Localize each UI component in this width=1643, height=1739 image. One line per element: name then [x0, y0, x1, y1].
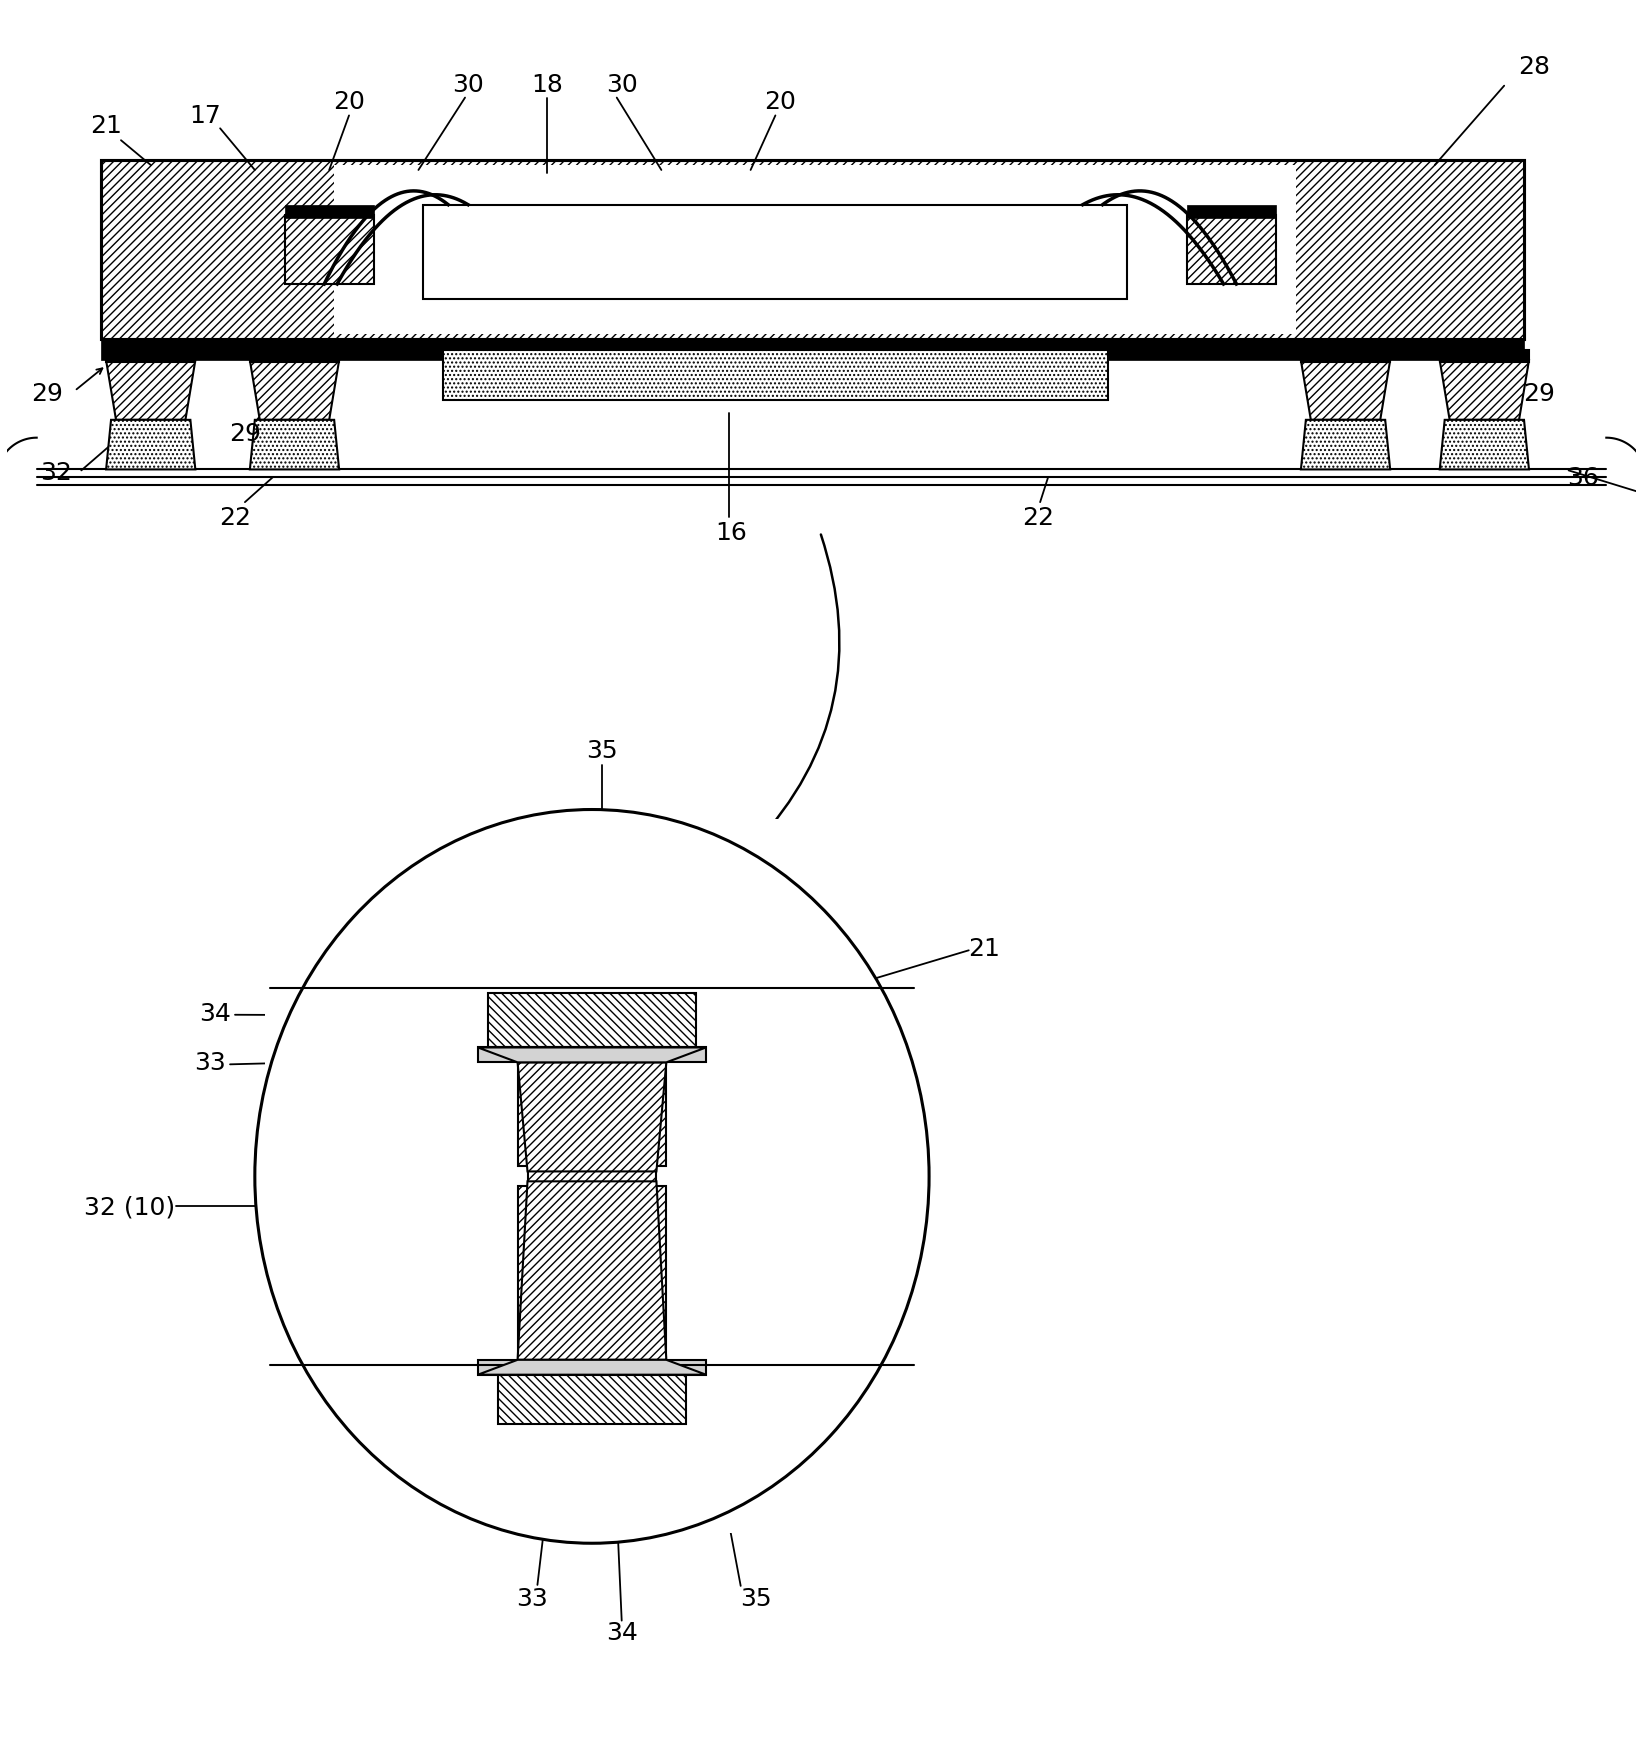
- Bar: [498, 1376, 687, 1424]
- Text: 17: 17: [189, 104, 222, 129]
- Polygon shape: [518, 1183, 667, 1360]
- Bar: [334, 165, 1296, 334]
- Bar: [265, 988, 453, 1365]
- Text: 29: 29: [1523, 383, 1554, 405]
- Text: 29: 29: [228, 421, 261, 445]
- Polygon shape: [478, 1049, 706, 1063]
- Bar: [284, 216, 375, 285]
- Polygon shape: [1301, 421, 1390, 470]
- Bar: [424, 205, 1127, 299]
- Text: 28: 28: [1518, 56, 1549, 78]
- Bar: [314, 1360, 869, 1534]
- Text: 22: 22: [219, 506, 251, 530]
- Text: 22: 22: [1022, 506, 1055, 530]
- Text: 30: 30: [452, 73, 485, 97]
- Polygon shape: [1301, 362, 1390, 421]
- Bar: [518, 1186, 667, 1360]
- Bar: [250, 351, 338, 363]
- Bar: [692, 988, 918, 1365]
- Text: 34: 34: [199, 1002, 232, 1026]
- Text: 21: 21: [90, 115, 122, 139]
- Polygon shape: [250, 362, 338, 421]
- Bar: [478, 1360, 706, 1376]
- Text: 32 (10): 32 (10): [84, 1195, 176, 1219]
- Bar: [1186, 205, 1277, 219]
- Text: 21: 21: [968, 937, 999, 960]
- Bar: [444, 351, 1107, 400]
- Text: 33: 33: [516, 1586, 549, 1610]
- Polygon shape: [107, 362, 196, 421]
- Text: 20: 20: [764, 89, 797, 113]
- Text: 20: 20: [334, 89, 365, 113]
- Bar: [527, 1162, 657, 1191]
- Bar: [107, 351, 196, 363]
- Polygon shape: [1439, 362, 1530, 421]
- Bar: [488, 993, 697, 1049]
- Text: 34: 34: [606, 1621, 637, 1645]
- Polygon shape: [250, 421, 338, 470]
- Bar: [314, 821, 869, 988]
- Bar: [1439, 351, 1530, 363]
- Text: 35: 35: [587, 739, 618, 763]
- Bar: [1301, 351, 1390, 363]
- Polygon shape: [518, 1063, 667, 1172]
- Text: 35: 35: [739, 1586, 771, 1610]
- Text: 16: 16: [715, 520, 746, 544]
- Bar: [518, 1063, 667, 1167]
- Bar: [102, 339, 1525, 362]
- Bar: [102, 162, 1525, 339]
- Text: 18: 18: [531, 73, 564, 97]
- Bar: [488, 988, 697, 1365]
- Polygon shape: [107, 421, 196, 470]
- Text: 30: 30: [606, 73, 637, 97]
- Bar: [478, 1049, 706, 1063]
- Polygon shape: [1439, 421, 1530, 470]
- Text: 36: 36: [1567, 466, 1599, 490]
- Text: 29: 29: [31, 383, 62, 405]
- Bar: [284, 205, 375, 219]
- Polygon shape: [478, 1360, 706, 1376]
- Text: 32: 32: [41, 461, 72, 485]
- Bar: [1186, 216, 1277, 285]
- Text: 33: 33: [194, 1050, 227, 1075]
- Ellipse shape: [255, 810, 928, 1544]
- Bar: [102, 162, 1525, 339]
